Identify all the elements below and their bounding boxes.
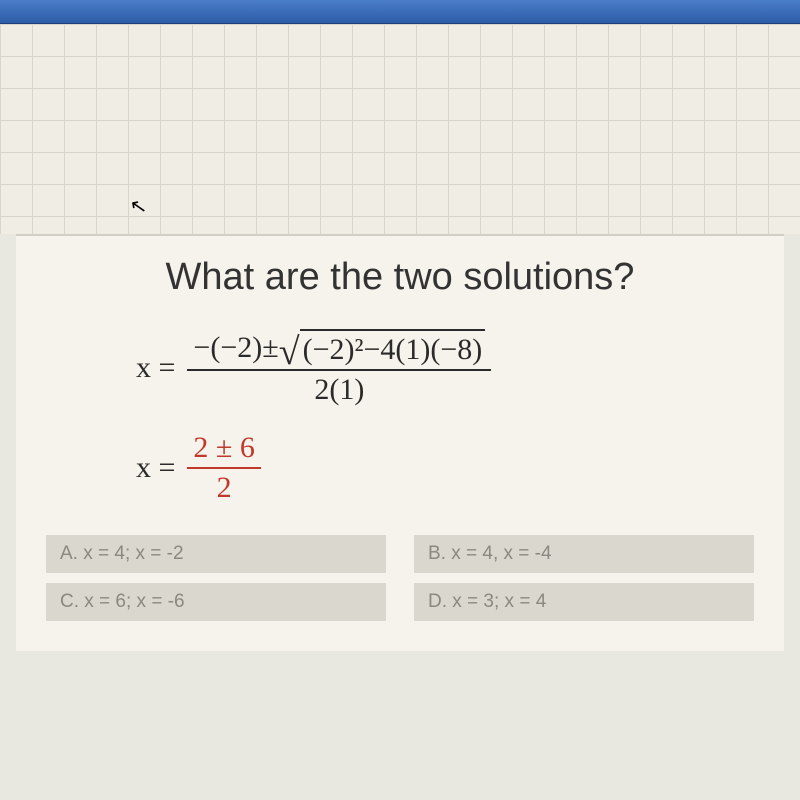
- grid-background: ↖: [0, 24, 800, 234]
- answer-option-d[interactable]: D. x = 3; x = 4: [414, 583, 754, 621]
- window-title-bar: [0, 0, 800, 24]
- answer-text: x = 4, x = -4: [451, 543, 551, 564]
- cursor-icon: ↖: [128, 193, 149, 221]
- answer-text: x = 6; x = -6: [84, 591, 184, 612]
- answer-text: x = 3; x = 4: [452, 591, 546, 612]
- eq1-num-prefix: −(−2)±: [193, 331, 278, 365]
- question-title: What are the two solutions?: [46, 256, 754, 299]
- answer-label: D.: [428, 591, 447, 612]
- equation-block: x = −(−2)± √ (−2)²−4(1)(−8) 2(1) x = 2 ±…: [136, 329, 754, 505]
- answers-grid: A. x = 4; x = -2 B. x = 4, x = -4 C. x =…: [46, 535, 754, 621]
- eq1-lhs: x =: [136, 351, 175, 385]
- eq1-denominator: 2(1): [314, 371, 364, 407]
- answer-option-b[interactable]: B. x = 4, x = -4: [414, 535, 754, 573]
- answer-label: A.: [60, 543, 78, 564]
- answer-option-a[interactable]: A. x = 4; x = -2: [46, 535, 386, 573]
- eq2-denominator: 2: [217, 469, 232, 505]
- equation-1: x = −(−2)± √ (−2)²−4(1)(−8) 2(1): [136, 329, 754, 407]
- question-panel: What are the two solutions? x = −(−2)± √…: [16, 234, 784, 651]
- eq2-lhs: x =: [136, 451, 175, 485]
- eq2-numerator: 2 ± 6: [187, 431, 260, 469]
- answer-option-c[interactable]: C. x = 6; x = -6: [46, 583, 386, 621]
- answer-label: C.: [60, 591, 79, 612]
- sqrt-icon: √ (−2)²−4(1)(−8): [279, 329, 486, 367]
- eq1-radicand: (−2)²−4(1)(−8): [300, 329, 486, 367]
- answer-label: B.: [428, 543, 446, 564]
- answer-text: x = 4; x = -2: [83, 543, 183, 564]
- equation-2: x = 2 ± 6 2: [136, 431, 754, 505]
